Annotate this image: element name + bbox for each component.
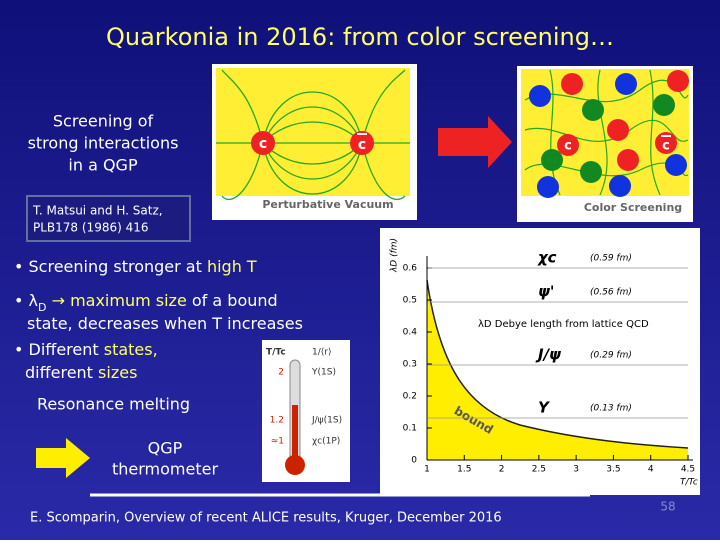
figure-caption: Perturbative Vacuum (262, 198, 393, 211)
field-lines (216, 69, 410, 201)
bullet-line: • Different states, (14, 340, 158, 359)
x-tick-label: 1.5 (457, 465, 471, 475)
y-tick-label: 0.2 (403, 392, 417, 402)
reference-line: T. Matsui and H. Satz, (32, 204, 163, 218)
antiquark (655, 132, 677, 154)
qgp-label: thermometer (112, 460, 218, 479)
bullet-segment: • (14, 291, 29, 310)
bullet-segment: D (38, 301, 46, 314)
thermometer-state: χc(1P) (312, 437, 340, 447)
x-tick-label: 3 (573, 465, 579, 475)
thermometer-temp: 2 (278, 368, 284, 378)
thermometer-frame (262, 340, 350, 482)
slide-title: Quarkonia in 2016: from color screening… (106, 23, 614, 51)
bullet-segment: sizes (98, 363, 137, 382)
bullet-segment: • Screening stronger at (14, 257, 207, 276)
y-tick-label: 0.1 (403, 424, 417, 434)
quark (251, 131, 275, 155)
thermometer-mercury (292, 405, 298, 460)
x-tick-label: 1 (424, 465, 430, 475)
antiquark-label: c (662, 139, 670, 154)
bullet-segment: high T (207, 257, 257, 276)
thermometer-bulb (285, 455, 305, 475)
footer: E. Scomparin, Overview of recent ALICE r… (30, 511, 502, 526)
x-tick-label: 2.5 (532, 465, 546, 475)
state-name: Υ (538, 399, 551, 417)
y-axis-label: λD (fm) (390, 238, 400, 273)
x-tick-label: 3.5 (606, 465, 620, 475)
debye-plot: 0 0.1 0.2 0.3 0.4 0.5 0.6 1 1.5 2 2.5 3 3.5 4 4.5 λD (f… (380, 228, 700, 495)
figure-field (216, 68, 410, 196)
bullet-segment: • Different (14, 340, 104, 359)
thermometer-temp: ≈1 (271, 437, 284, 447)
debye-curve (426, 279, 689, 449)
bullet-line: state, decreases when T increases (27, 314, 303, 333)
y-tick-label: 0.4 (403, 328, 418, 338)
thermometer-temp: 1.2 (270, 416, 284, 426)
thermometer-header: 1/⟨r⟩ (312, 348, 331, 358)
thermometer-header: T/Tc (266, 348, 286, 358)
x-tick-label: 4.5 (681, 465, 695, 475)
bullet-segment: → (46, 291, 70, 310)
thermometer-state: J/ψ(1S) (311, 416, 342, 426)
page-number: 58 (660, 500, 675, 514)
thermometer: T/Tc 1/⟨r⟩ 2 Υ(1S) 1.2 J/ψ(1S) ≈1 χc(1P) (262, 340, 350, 482)
reference-box (26, 195, 191, 242)
intro-line: strong interactions (28, 134, 179, 153)
y-tick-label: 0.6 (403, 264, 418, 274)
antiquark (350, 131, 374, 155)
figure-caption: Color Screening (584, 201, 682, 214)
antiquark-label: c (358, 137, 366, 153)
y-tick-label: 0.3 (403, 360, 417, 370)
arrow (438, 116, 512, 168)
state-radius: (0.13 fm) (590, 404, 632, 414)
bullet-segment: different (25, 363, 98, 382)
state-radius: (0.29 fm) (590, 351, 632, 361)
bullet-segment: of a bound (187, 291, 278, 310)
state-radius: (0.59 fm) (590, 254, 632, 264)
vacuum-figure: c c Perturbative Vacuum (212, 64, 417, 220)
curve-label: λD Debye length from lattice QCD (478, 319, 649, 330)
resonance-label: Resonance melting (37, 395, 190, 414)
bullet-line: different sizes (25, 363, 137, 382)
quark-label: c (259, 136, 267, 152)
x-tick-label: 2 (499, 465, 505, 475)
bullet-line: • Screening stronger at high T (14, 257, 257, 276)
bullet-segment: maximum size (70, 291, 187, 310)
y-tick-label: 0 (411, 456, 417, 466)
bullet-segment: state, decreases when T increases (27, 314, 303, 333)
color-charges (529, 70, 689, 198)
quark-label: c (564, 139, 572, 154)
intro: Screening of strong interactions in a QG… (28, 112, 179, 175)
intro-line: in a QGP (68, 156, 138, 175)
bullets: • Screening stronger at high T • λD → max… (14, 257, 303, 382)
state-name: ψ' (538, 283, 555, 301)
bullet-segment: λ (29, 291, 38, 310)
arrow (36, 438, 90, 478)
state-name: χc (537, 249, 557, 267)
bullet-segment: states, (104, 340, 158, 359)
intro-line: Screening of (53, 112, 154, 131)
screening-figure: c c Color Screening (517, 66, 693, 222)
bound-region (427, 280, 688, 460)
quark (557, 134, 579, 156)
thermometer-state: Υ(1S) (311, 368, 336, 378)
x-axis-label: T/Tc (680, 478, 698, 488)
x-tick-label: 4 (648, 465, 654, 475)
qgp-label: QGP (148, 439, 183, 458)
state-name: J/ψ (535, 346, 561, 364)
state-radius: (0.56 fm) (590, 288, 632, 298)
reference-line: PLB178 (1986) 416 (33, 221, 149, 235)
y-tick-label: 0.5 (403, 296, 417, 306)
bullet-line: • λD → maximum size of a bound (14, 291, 278, 314)
